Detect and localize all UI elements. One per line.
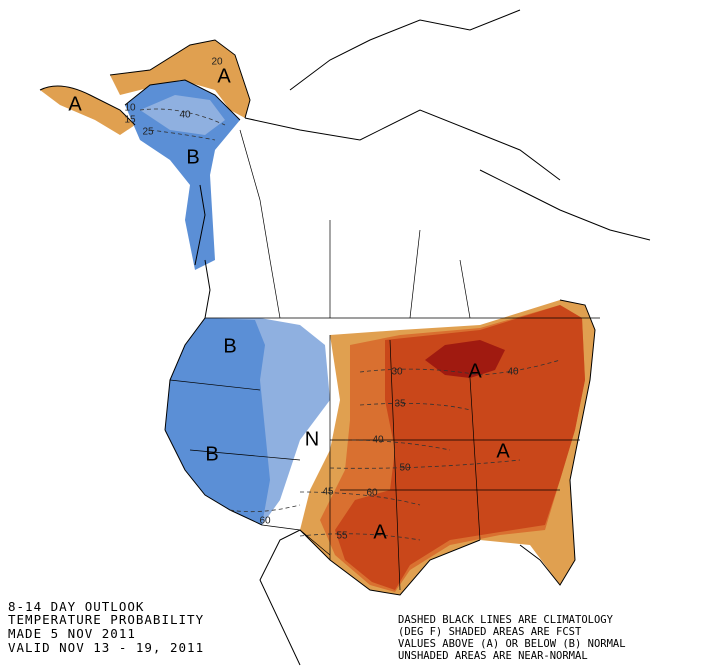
legend-line: DASHED BLACK LINES ARE CLIMATOLOGY: [398, 614, 614, 626]
title-line: MADE 5 NOV 2011: [8, 626, 136, 641]
contour-label: 40: [179, 110, 191, 121]
contour-label: 30: [391, 367, 403, 378]
shaded-areas: [40, 40, 595, 595]
region-label: B: [205, 443, 218, 465]
region-label: A: [496, 440, 510, 462]
title-block: 8-14 DAY OUTLOOK TEMPERATURE PROBABILITY…: [8, 599, 204, 655]
region-label: B: [186, 146, 199, 168]
region-label: A: [373, 521, 387, 543]
contour-label: 50: [399, 463, 411, 474]
contour-label: 40: [372, 435, 384, 446]
contour-label: 45: [322, 487, 334, 498]
contour-label: 15: [124, 115, 136, 126]
contour-label: 35: [394, 399, 406, 410]
contour-labels: 20 10 15 25 40 30 40 35 40 50 45 60 60 5…: [124, 57, 519, 542]
climatology-line: [139, 108, 561, 541]
legend-line: (DEG F) SHADED AREAS ARE FCST: [398, 626, 582, 638]
title-line: 8-14 DAY OUTLOOK: [8, 599, 144, 614]
legend-line: UNSHADED AREAS ARE NEAR-NORMAL: [398, 650, 588, 662]
region-label: A: [468, 360, 482, 382]
contour-label: 20: [211, 57, 223, 68]
contour-label: 55: [336, 531, 348, 542]
contour-label: 10: [124, 103, 136, 114]
contour-label: 40: [507, 367, 519, 378]
region-label: N: [305, 428, 319, 450]
title-line: TEMPERATURE PROBABILITY: [8, 612, 204, 627]
contour-label: 60: [259, 516, 271, 527]
region-label: B: [223, 335, 236, 357]
above-area: [40, 86, 135, 135]
region-label: A: [68, 93, 82, 115]
legend-block: DASHED BLACK LINES ARE CLIMATOLOGY (DEG …: [398, 614, 626, 662]
region-label: A: [217, 65, 231, 87]
contour-label: 25: [142, 127, 154, 138]
below-area-light: [140, 95, 225, 135]
geography: [39, 9, 651, 666]
title-line: VALID NOV 13 - 19, 2011: [8, 640, 204, 655]
region-labels: A A B B B N A A A: [68, 65, 510, 543]
above-area-strongest: [425, 340, 505, 378]
legend-line: VALUES ABOVE (A) OR BELOW (B) NORMAL: [398, 638, 626, 650]
contour-label: 60: [366, 488, 378, 499]
above-area: [110, 40, 250, 118]
below-area: [165, 318, 270, 525]
border: [169, 129, 600, 591]
